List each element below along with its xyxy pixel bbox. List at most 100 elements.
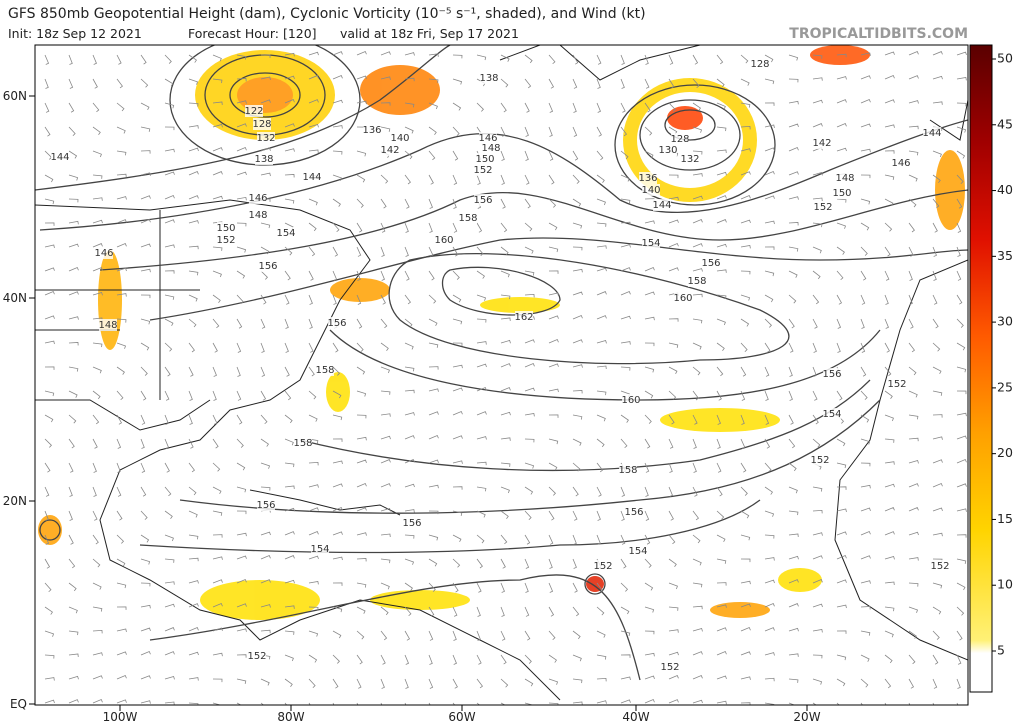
wind-barb bbox=[164, 627, 175, 632]
wind-barb bbox=[44, 366, 55, 370]
wind-barb bbox=[596, 582, 603, 593]
wind-barb bbox=[572, 268, 583, 273]
wind-barb bbox=[308, 580, 319, 585]
wind-barb bbox=[596, 700, 607, 704]
wind-barb bbox=[644, 438, 651, 449]
wind-barb bbox=[908, 390, 918, 398]
contour-label: 144 bbox=[302, 172, 321, 183]
colorbar-tick-label: 10 bbox=[997, 577, 1013, 592]
wind-barb bbox=[500, 387, 511, 392]
wind-barb bbox=[404, 150, 413, 160]
contour-label: 150 bbox=[832, 188, 851, 199]
wind-barb bbox=[740, 125, 751, 130]
wind-barb bbox=[452, 318, 463, 325]
wind-barb bbox=[236, 100, 247, 104]
wind-barb bbox=[908, 582, 919, 587]
wind-barb bbox=[260, 246, 270, 255]
wind-barb bbox=[236, 390, 242, 401]
wind-barb bbox=[908, 100, 919, 104]
wind-barb bbox=[524, 606, 530, 617]
wind-barb bbox=[380, 51, 391, 56]
contour-label-bg bbox=[642, 184, 660, 196]
wind-barb bbox=[764, 170, 775, 176]
wind-barb bbox=[188, 534, 199, 540]
wind-barb bbox=[812, 366, 817, 377]
wind-barb bbox=[380, 678, 385, 689]
wind-barb bbox=[692, 173, 703, 177]
colorbar-tick-label: 35 bbox=[997, 248, 1013, 263]
contour-labels: 1381461481501521561581601621601581561541… bbox=[50, 58, 950, 673]
wind-barb bbox=[260, 294, 267, 305]
wind-barb bbox=[740, 54, 749, 64]
wind-barb bbox=[92, 510, 98, 521]
wind-barb bbox=[908, 678, 915, 689]
wind-barb bbox=[332, 342, 339, 353]
wind-barb bbox=[380, 582, 390, 590]
wind-barb bbox=[428, 411, 439, 416]
wind-barb bbox=[44, 558, 51, 569]
wind-barb bbox=[932, 436, 943, 440]
wind-barb bbox=[812, 123, 823, 128]
wind-barb bbox=[356, 100, 367, 105]
contour-label-bg bbox=[833, 187, 851, 199]
wind-barb bbox=[812, 294, 820, 305]
wind-barb bbox=[860, 123, 871, 128]
wind-barb bbox=[932, 532, 943, 537]
wind-barb bbox=[452, 222, 458, 233]
wind-barb bbox=[476, 387, 487, 392]
wind-barb bbox=[716, 558, 727, 564]
wind-barb bbox=[572, 339, 583, 344]
wind-barb bbox=[860, 222, 870, 231]
wind-barb bbox=[572, 438, 582, 446]
wind-barb bbox=[812, 654, 823, 659]
wind-barb bbox=[884, 246, 891, 257]
wind-barb bbox=[140, 268, 151, 273]
wind-barb bbox=[284, 605, 295, 609]
wind-barb bbox=[548, 363, 559, 368]
wind-barb bbox=[860, 606, 871, 610]
wind-barb bbox=[836, 198, 847, 203]
wind-barb bbox=[236, 146, 247, 152]
wind-barb bbox=[740, 580, 751, 585]
wind-barb bbox=[212, 510, 223, 516]
wind-barb bbox=[860, 294, 866, 305]
colorbar-tick-label: 40 bbox=[997, 182, 1013, 197]
wind-barb bbox=[140, 172, 151, 176]
colorbar-ticks: 5 10 15 20 25 30 35 40 45 50 bbox=[992, 51, 1013, 658]
wind-barb bbox=[596, 315, 607, 320]
wind-barb bbox=[596, 198, 606, 206]
wind-barb bbox=[908, 174, 918, 182]
wind-barb bbox=[932, 654, 939, 665]
wind-barb bbox=[188, 171, 199, 176]
contour-label: 156 bbox=[256, 500, 275, 511]
wind-barb bbox=[500, 606, 505, 617]
contour-label-bg bbox=[257, 132, 275, 144]
wind-barb bbox=[596, 654, 607, 660]
wind-barb bbox=[308, 606, 319, 611]
wind-barb bbox=[956, 126, 967, 133]
wind-barb bbox=[524, 387, 535, 392]
wind-barb bbox=[788, 702, 796, 705]
wind-barb bbox=[860, 630, 871, 636]
wind-barb bbox=[44, 315, 55, 320]
wind-barb bbox=[692, 651, 703, 656]
wind-barb bbox=[188, 651, 199, 656]
wind-barb bbox=[692, 699, 703, 704]
wind-barb bbox=[692, 102, 701, 111]
wind-barb bbox=[884, 390, 893, 399]
contour-label: 152 bbox=[473, 165, 492, 176]
wind-barb bbox=[524, 339, 535, 344]
wind-barb bbox=[932, 507, 943, 512]
wind-barb bbox=[740, 558, 751, 563]
wind-barb bbox=[404, 412, 415, 416]
wind-barb bbox=[380, 459, 391, 464]
wind-barb bbox=[404, 174, 411, 185]
wind-barb bbox=[236, 342, 242, 353]
wind-barb bbox=[428, 366, 439, 370]
wind-barb bbox=[764, 462, 772, 473]
wind-barb bbox=[236, 555, 247, 560]
wind-barb bbox=[716, 700, 727, 705]
wind-barb bbox=[212, 318, 220, 329]
wind-barb bbox=[452, 54, 463, 59]
wind-barb bbox=[716, 366, 724, 377]
